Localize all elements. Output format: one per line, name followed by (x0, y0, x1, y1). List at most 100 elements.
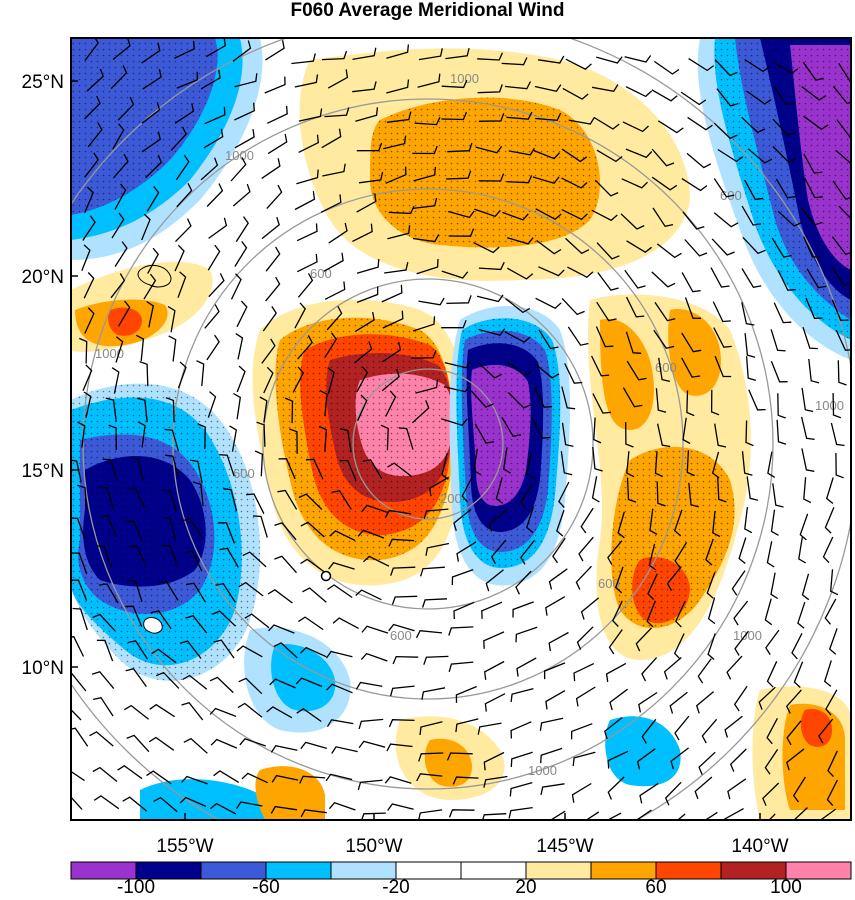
wind-barb (417, 809, 443, 820)
wind-barb (680, 91, 707, 106)
wind-barb (745, 420, 754, 447)
wind-barb (663, 657, 682, 680)
wind-barb (505, 298, 531, 314)
wind-barb (483, 775, 508, 788)
wind-barb (117, 300, 131, 327)
wind-barb (562, 87, 589, 100)
wind-barb (612, 600, 623, 627)
wind-barb (162, 517, 176, 541)
wind-barb (164, 428, 180, 452)
wind-barb (266, 184, 283, 210)
wind-barb (200, 157, 219, 181)
wind-barb (236, 645, 263, 658)
storm-center-marker (320, 570, 332, 582)
wind-barb (676, 813, 686, 820)
wind-barb (71, 579, 88, 601)
wind-barb (352, 47, 377, 61)
wind-barb (274, 555, 297, 574)
wind-barb (713, 327, 732, 348)
wind-barb (388, 623, 415, 632)
wind-barb (207, 244, 221, 271)
wind-barb (146, 770, 172, 785)
wind-barb (717, 148, 744, 163)
wind-barb (776, 419, 787, 445)
wind-barb (565, 58, 592, 70)
wind-barb (808, 358, 820, 384)
wind-barb (552, 537, 566, 564)
wind-barb (509, 781, 533, 797)
wind-barb (733, 685, 748, 712)
wind-barb (835, 452, 844, 479)
wind-barb (713, 178, 735, 198)
wind-barb (387, 462, 413, 478)
wind-barb (110, 65, 128, 90)
wind-barb (478, 362, 503, 379)
wind-barb (328, 801, 356, 811)
wind-barb (174, 244, 185, 272)
wind-barb (738, 537, 747, 565)
ring-label-8: 200 (440, 491, 462, 506)
wind-barb (561, 177, 588, 189)
wind-barb (483, 751, 505, 771)
wind-barb (84, 186, 94, 214)
wind-barb (356, 193, 377, 213)
lon-label-150w: 150°W (345, 836, 402, 857)
wind-barb (324, 332, 338, 359)
wind-barb (481, 601, 503, 619)
wind-barb (418, 48, 443, 61)
wind-barb (674, 541, 688, 568)
wind-barb (441, 79, 468, 89)
wind-barb (92, 613, 116, 632)
wind-barb (716, 88, 739, 107)
wind-barb (423, 508, 449, 519)
cbar-label-60: 60 (645, 877, 666, 898)
wind-barb (626, 360, 647, 381)
wind-barb (114, 241, 128, 267)
wind-barb (800, 207, 823, 226)
wind-barb (688, 482, 699, 508)
wind-barb (694, 776, 713, 800)
wind-barb (357, 529, 385, 539)
ring-label-12: 1000 (733, 628, 762, 643)
wind-barb (651, 271, 676, 288)
wind-barb (758, 686, 776, 710)
wind-barb (77, 484, 88, 510)
island-outline (143, 617, 163, 634)
wind-barb (548, 568, 568, 590)
wind-barb (441, 319, 467, 329)
wind-barb (357, 394, 368, 422)
wind-barb (421, 687, 446, 700)
map-title: F060 Average Meridional Wind (290, 0, 565, 21)
wind-barb (526, 452, 534, 479)
wind-barb (356, 142, 383, 152)
wind-barb (165, 454, 179, 478)
wind-barb (705, 538, 714, 566)
wind-barb (300, 809, 327, 818)
wind-barb (398, 427, 414, 450)
wind-barb (741, 205, 762, 226)
wind-barb (126, 734, 150, 753)
wind-barb (358, 718, 384, 730)
wind-barb (415, 379, 439, 394)
wind-barb (826, 779, 838, 807)
wind-barb (71, 727, 89, 747)
wind-barb (806, 268, 827, 289)
wind-barb (539, 717, 564, 731)
wind-barb (835, 149, 851, 165)
wind-barb (229, 425, 238, 452)
wind-barb (744, 333, 756, 358)
wind-barb (289, 428, 298, 454)
wind-barb (711, 238, 735, 256)
wind-barb (729, 748, 747, 772)
wind-barb (625, 296, 645, 318)
wind-barb (571, 782, 592, 803)
wind-barb (382, 310, 404, 329)
wind-barb (741, 268, 762, 289)
wind-barb (804, 177, 823, 199)
wind-barb (818, 718, 834, 744)
wind-barb (501, 57, 528, 66)
wind-barb (82, 364, 93, 391)
wind-barb (235, 333, 244, 360)
wind-barb (747, 148, 773, 164)
wind-barb (506, 267, 534, 280)
